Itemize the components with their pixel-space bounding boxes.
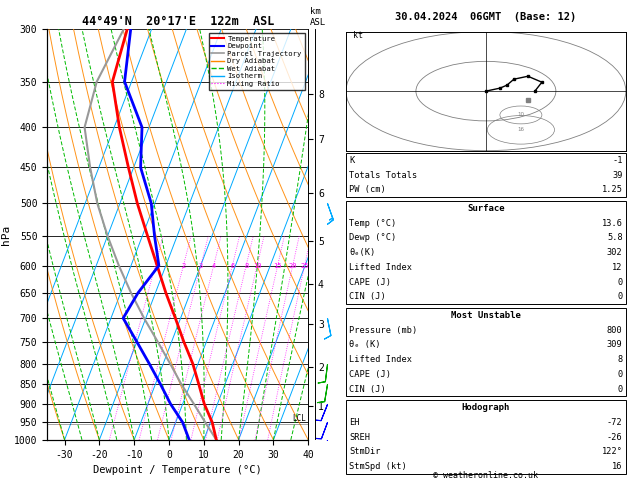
Text: Dewp (°C): Dewp (°C) bbox=[349, 233, 396, 243]
Text: 16: 16 bbox=[518, 127, 525, 132]
Text: 0: 0 bbox=[618, 384, 623, 394]
Text: CIN (J): CIN (J) bbox=[349, 292, 386, 301]
Text: 13.6: 13.6 bbox=[602, 219, 623, 228]
Text: θₑ(K): θₑ(K) bbox=[349, 248, 376, 257]
Text: 16: 16 bbox=[612, 462, 623, 471]
Legend: Temperature, Dewpoint, Parcel Trajectory, Dry Adiabat, Wet Adiabat, Isotherm, Mi: Temperature, Dewpoint, Parcel Trajectory… bbox=[209, 33, 304, 89]
Text: 15: 15 bbox=[274, 262, 282, 269]
Text: -1: -1 bbox=[612, 156, 623, 165]
Text: K: K bbox=[349, 156, 354, 165]
Text: 12: 12 bbox=[612, 263, 623, 272]
Text: 0: 0 bbox=[618, 292, 623, 301]
Text: 2: 2 bbox=[181, 262, 186, 269]
Text: 309: 309 bbox=[607, 340, 623, 349]
Text: 122°: 122° bbox=[602, 447, 623, 456]
Text: 5.8: 5.8 bbox=[607, 233, 623, 243]
Text: 25: 25 bbox=[301, 262, 309, 269]
Text: LCL: LCL bbox=[292, 414, 306, 423]
Text: Totals Totals: Totals Totals bbox=[349, 171, 418, 180]
Text: 800: 800 bbox=[607, 326, 623, 335]
Text: 10: 10 bbox=[253, 262, 262, 269]
Text: Most Unstable: Most Unstable bbox=[451, 311, 521, 320]
Text: -26: -26 bbox=[607, 433, 623, 442]
Text: 302: 302 bbox=[607, 248, 623, 257]
Text: 10: 10 bbox=[518, 112, 525, 118]
X-axis label: Dewpoint / Temperature (°C): Dewpoint / Temperature (°C) bbox=[93, 465, 262, 475]
Text: SREH: SREH bbox=[349, 433, 370, 442]
Text: km
ASL: km ASL bbox=[310, 7, 326, 27]
Text: 1.25: 1.25 bbox=[602, 185, 623, 194]
Text: -72: -72 bbox=[607, 418, 623, 427]
Text: 6: 6 bbox=[230, 262, 235, 269]
Text: Hodograph: Hodograph bbox=[462, 403, 510, 412]
Text: CAPE (J): CAPE (J) bbox=[349, 370, 391, 379]
Y-axis label: hPa: hPa bbox=[1, 225, 11, 244]
Text: θₑ (K): θₑ (K) bbox=[349, 340, 381, 349]
Text: StmDir: StmDir bbox=[349, 447, 381, 456]
Text: © weatheronline.co.uk: © weatheronline.co.uk bbox=[433, 471, 538, 480]
Text: 39: 39 bbox=[612, 171, 623, 180]
Text: Lifted Index: Lifted Index bbox=[349, 355, 412, 364]
Text: 4: 4 bbox=[211, 262, 216, 269]
Text: kt: kt bbox=[353, 31, 363, 39]
Text: StmSpd (kt): StmSpd (kt) bbox=[349, 462, 407, 471]
Text: CAPE (J): CAPE (J) bbox=[349, 278, 391, 287]
Text: 8: 8 bbox=[618, 355, 623, 364]
Text: 0: 0 bbox=[618, 370, 623, 379]
Text: PW (cm): PW (cm) bbox=[349, 185, 386, 194]
Text: CIN (J): CIN (J) bbox=[349, 384, 386, 394]
Text: 0: 0 bbox=[618, 278, 623, 287]
Text: Pressure (mb): Pressure (mb) bbox=[349, 326, 418, 335]
Text: Temp (°C): Temp (°C) bbox=[349, 219, 396, 228]
Title: 44°49'N  20°17'E  122m  ASL: 44°49'N 20°17'E 122m ASL bbox=[82, 15, 274, 28]
Text: 20: 20 bbox=[289, 262, 297, 269]
Text: Lifted Index: Lifted Index bbox=[349, 263, 412, 272]
Text: EH: EH bbox=[349, 418, 360, 427]
Text: 3: 3 bbox=[199, 262, 203, 269]
Text: 8: 8 bbox=[244, 262, 248, 269]
Text: Surface: Surface bbox=[467, 204, 504, 213]
Text: 1: 1 bbox=[153, 262, 157, 269]
Text: 30.04.2024  06GMT  (Base: 12): 30.04.2024 06GMT (Base: 12) bbox=[395, 12, 577, 22]
